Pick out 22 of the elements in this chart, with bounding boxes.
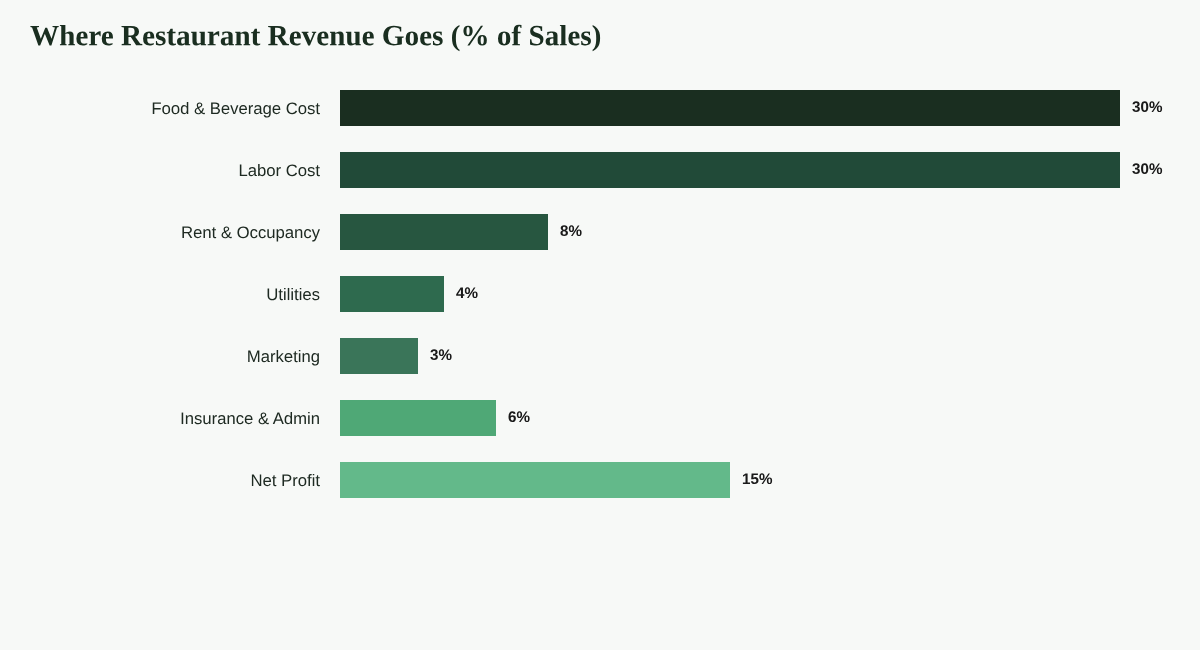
bar — [340, 90, 1120, 126]
data-label: 8% — [560, 225, 582, 237]
y-tick-label: Marketing — [248, 349, 319, 366]
y-tick-label: Labor Cost — [239, 163, 320, 177]
y-tick-label: Rent & Occupancy — [182, 226, 320, 242]
bar — [340, 462, 730, 498]
bar — [340, 214, 548, 250]
data-label: 30% — [1132, 163, 1163, 175]
y-tick-label: Insurance & Admin — [181, 411, 319, 425]
bar — [340, 338, 418, 374]
bar — [340, 152, 1120, 188]
y-tick-label: Net Profit — [251, 473, 320, 487]
data-label: 30% — [1132, 101, 1163, 113]
data-label: 4% — [456, 287, 478, 299]
data-label: 3% — [430, 349, 452, 361]
chart-title: Where Restaurant Revenue Goes (% of Sales) — [30, 24, 601, 52]
y-tick-label: Food & Beverage Cost — [152, 101, 320, 118]
data-label: 6% — [508, 411, 530, 423]
y-tick-label: Utilities — [267, 287, 320, 301]
bar — [340, 276, 444, 312]
data-label: 15% — [742, 473, 773, 485]
bar — [340, 400, 496, 436]
